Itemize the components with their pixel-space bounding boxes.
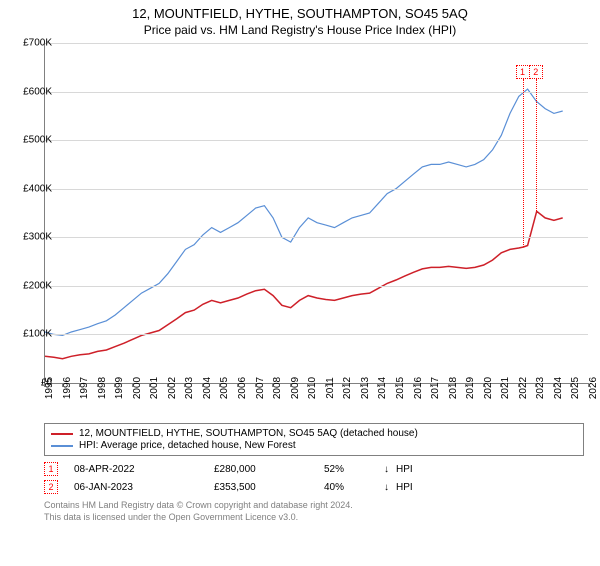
transaction-date: 08-APR-2022 <box>74 464 214 475</box>
down-arrow-icon: ↓ <box>384 482 396 493</box>
marker-line <box>523 79 524 247</box>
chart-title: 12, MOUNTFIELD, HYTHE, SOUTHAMPTON, SO45… <box>0 6 600 21</box>
chart-area: £0£100K£200K£300K£400K£500K£600K£700K199… <box>44 43 600 383</box>
x-tick-label: 2015 <box>395 377 406 399</box>
x-tick-label: 2025 <box>570 377 581 399</box>
x-tick-label: 2024 <box>553 377 564 399</box>
footer-text: Contains HM Land Registry data © Crown c… <box>44 500 600 523</box>
transaction-row: 2 06-JAN-2023£353,50040%↓HPI <box>44 480 584 494</box>
x-tick-label: 2010 <box>307 377 318 399</box>
transaction-hpi-label: HPI <box>396 482 436 493</box>
transaction-price: £280,000 <box>214 464 324 475</box>
marker-label: 1 <box>516 65 530 79</box>
y-gridline <box>44 43 588 44</box>
x-tick-label: 2014 <box>377 377 388 399</box>
x-tick-label: 1999 <box>114 377 125 399</box>
marker-label: 2 <box>529 65 543 79</box>
transaction-pct: 40% <box>324 482 384 493</box>
x-tick-label: 2001 <box>149 377 160 399</box>
x-tick-label: 2023 <box>535 377 546 399</box>
x-tick-label: 2026 <box>588 377 599 399</box>
legend-swatch <box>51 433 73 435</box>
transaction-hpi-label: HPI <box>396 464 436 475</box>
x-tick-label: 2021 <box>500 377 511 399</box>
x-tick-label: 2012 <box>342 377 353 399</box>
transaction-price: £353,500 <box>214 482 324 493</box>
x-tick-label: 1997 <box>79 377 90 399</box>
x-tick-label: 2003 <box>184 377 195 399</box>
y-tick-label: £200K <box>23 280 52 291</box>
marker-line <box>536 79 537 211</box>
x-tick-label: 2016 <box>413 377 424 399</box>
x-tick-label: 2018 <box>448 377 459 399</box>
transaction-marker: 2 <box>44 480 58 494</box>
y-tick-label: £100K <box>23 329 52 340</box>
transaction-row: 1 08-APR-2022£280,00052%↓HPI <box>44 462 584 476</box>
x-tick-label: 2008 <box>272 377 283 399</box>
transaction-pct: 52% <box>324 464 384 475</box>
x-tick-label: 2013 <box>360 377 371 399</box>
x-tick-label: 2006 <box>237 377 248 399</box>
x-tick-label: 1998 <box>97 377 108 399</box>
x-tick-label: 2019 <box>465 377 476 399</box>
legend-swatch <box>51 445 73 447</box>
x-tick-label: 2005 <box>219 377 230 399</box>
footer-line1: Contains HM Land Registry data © Crown c… <box>44 500 600 512</box>
legend-item: HPI: Average price, detached house, New … <box>51 440 577 451</box>
plot-svg <box>45 43 589 383</box>
x-tick-label: 2017 <box>430 377 441 399</box>
y-tick-label: £600K <box>23 86 52 97</box>
y-tick-label: £400K <box>23 183 52 194</box>
legend-box: 12, MOUNTFIELD, HYTHE, SOUTHAMPTON, SO45… <box>44 423 584 456</box>
y-gridline <box>44 92 588 93</box>
x-tick-label: 2004 <box>202 377 213 399</box>
x-tick-label: 1996 <box>62 377 73 399</box>
y-tick-label: £700K <box>23 38 52 49</box>
transaction-date: 06-JAN-2023 <box>74 482 214 493</box>
x-tick-label: 2009 <box>290 377 301 399</box>
down-arrow-icon: ↓ <box>384 464 396 475</box>
legend-label: HPI: Average price, detached house, New … <box>79 440 296 451</box>
y-gridline <box>44 189 588 190</box>
y-tick-label: £500K <box>23 135 52 146</box>
plot-area <box>44 43 589 384</box>
x-tick-label: 2011 <box>325 377 336 399</box>
x-tick-label: 2000 <box>132 377 143 399</box>
x-tick-label: 2002 <box>167 377 178 399</box>
legend-item: 12, MOUNTFIELD, HYTHE, SOUTHAMPTON, SO45… <box>51 428 577 439</box>
transactions-table: 1 08-APR-2022£280,00052%↓HPI 2 06-JAN-2023£… <box>44 462 584 494</box>
x-tick-label: 2020 <box>483 377 494 399</box>
chart-subtitle: Price paid vs. HM Land Registry's House … <box>0 23 600 37</box>
y-gridline <box>44 237 588 238</box>
x-tick-label: 2007 <box>255 377 266 399</box>
legend-label: 12, MOUNTFIELD, HYTHE, SOUTHAMPTON, SO45… <box>79 428 418 439</box>
y-gridline <box>44 286 588 287</box>
y-gridline <box>44 140 588 141</box>
footer-line2: This data is licensed under the Open Gov… <box>44 512 600 524</box>
chart-container: 12, MOUNTFIELD, HYTHE, SOUTHAMPTON, SO45… <box>0 6 600 566</box>
x-tick-label: 1995 <box>44 377 55 399</box>
x-tick-label: 2022 <box>518 377 529 399</box>
y-tick-label: £300K <box>23 232 52 243</box>
y-gridline <box>44 334 588 335</box>
transaction-marker: 1 <box>44 462 58 476</box>
